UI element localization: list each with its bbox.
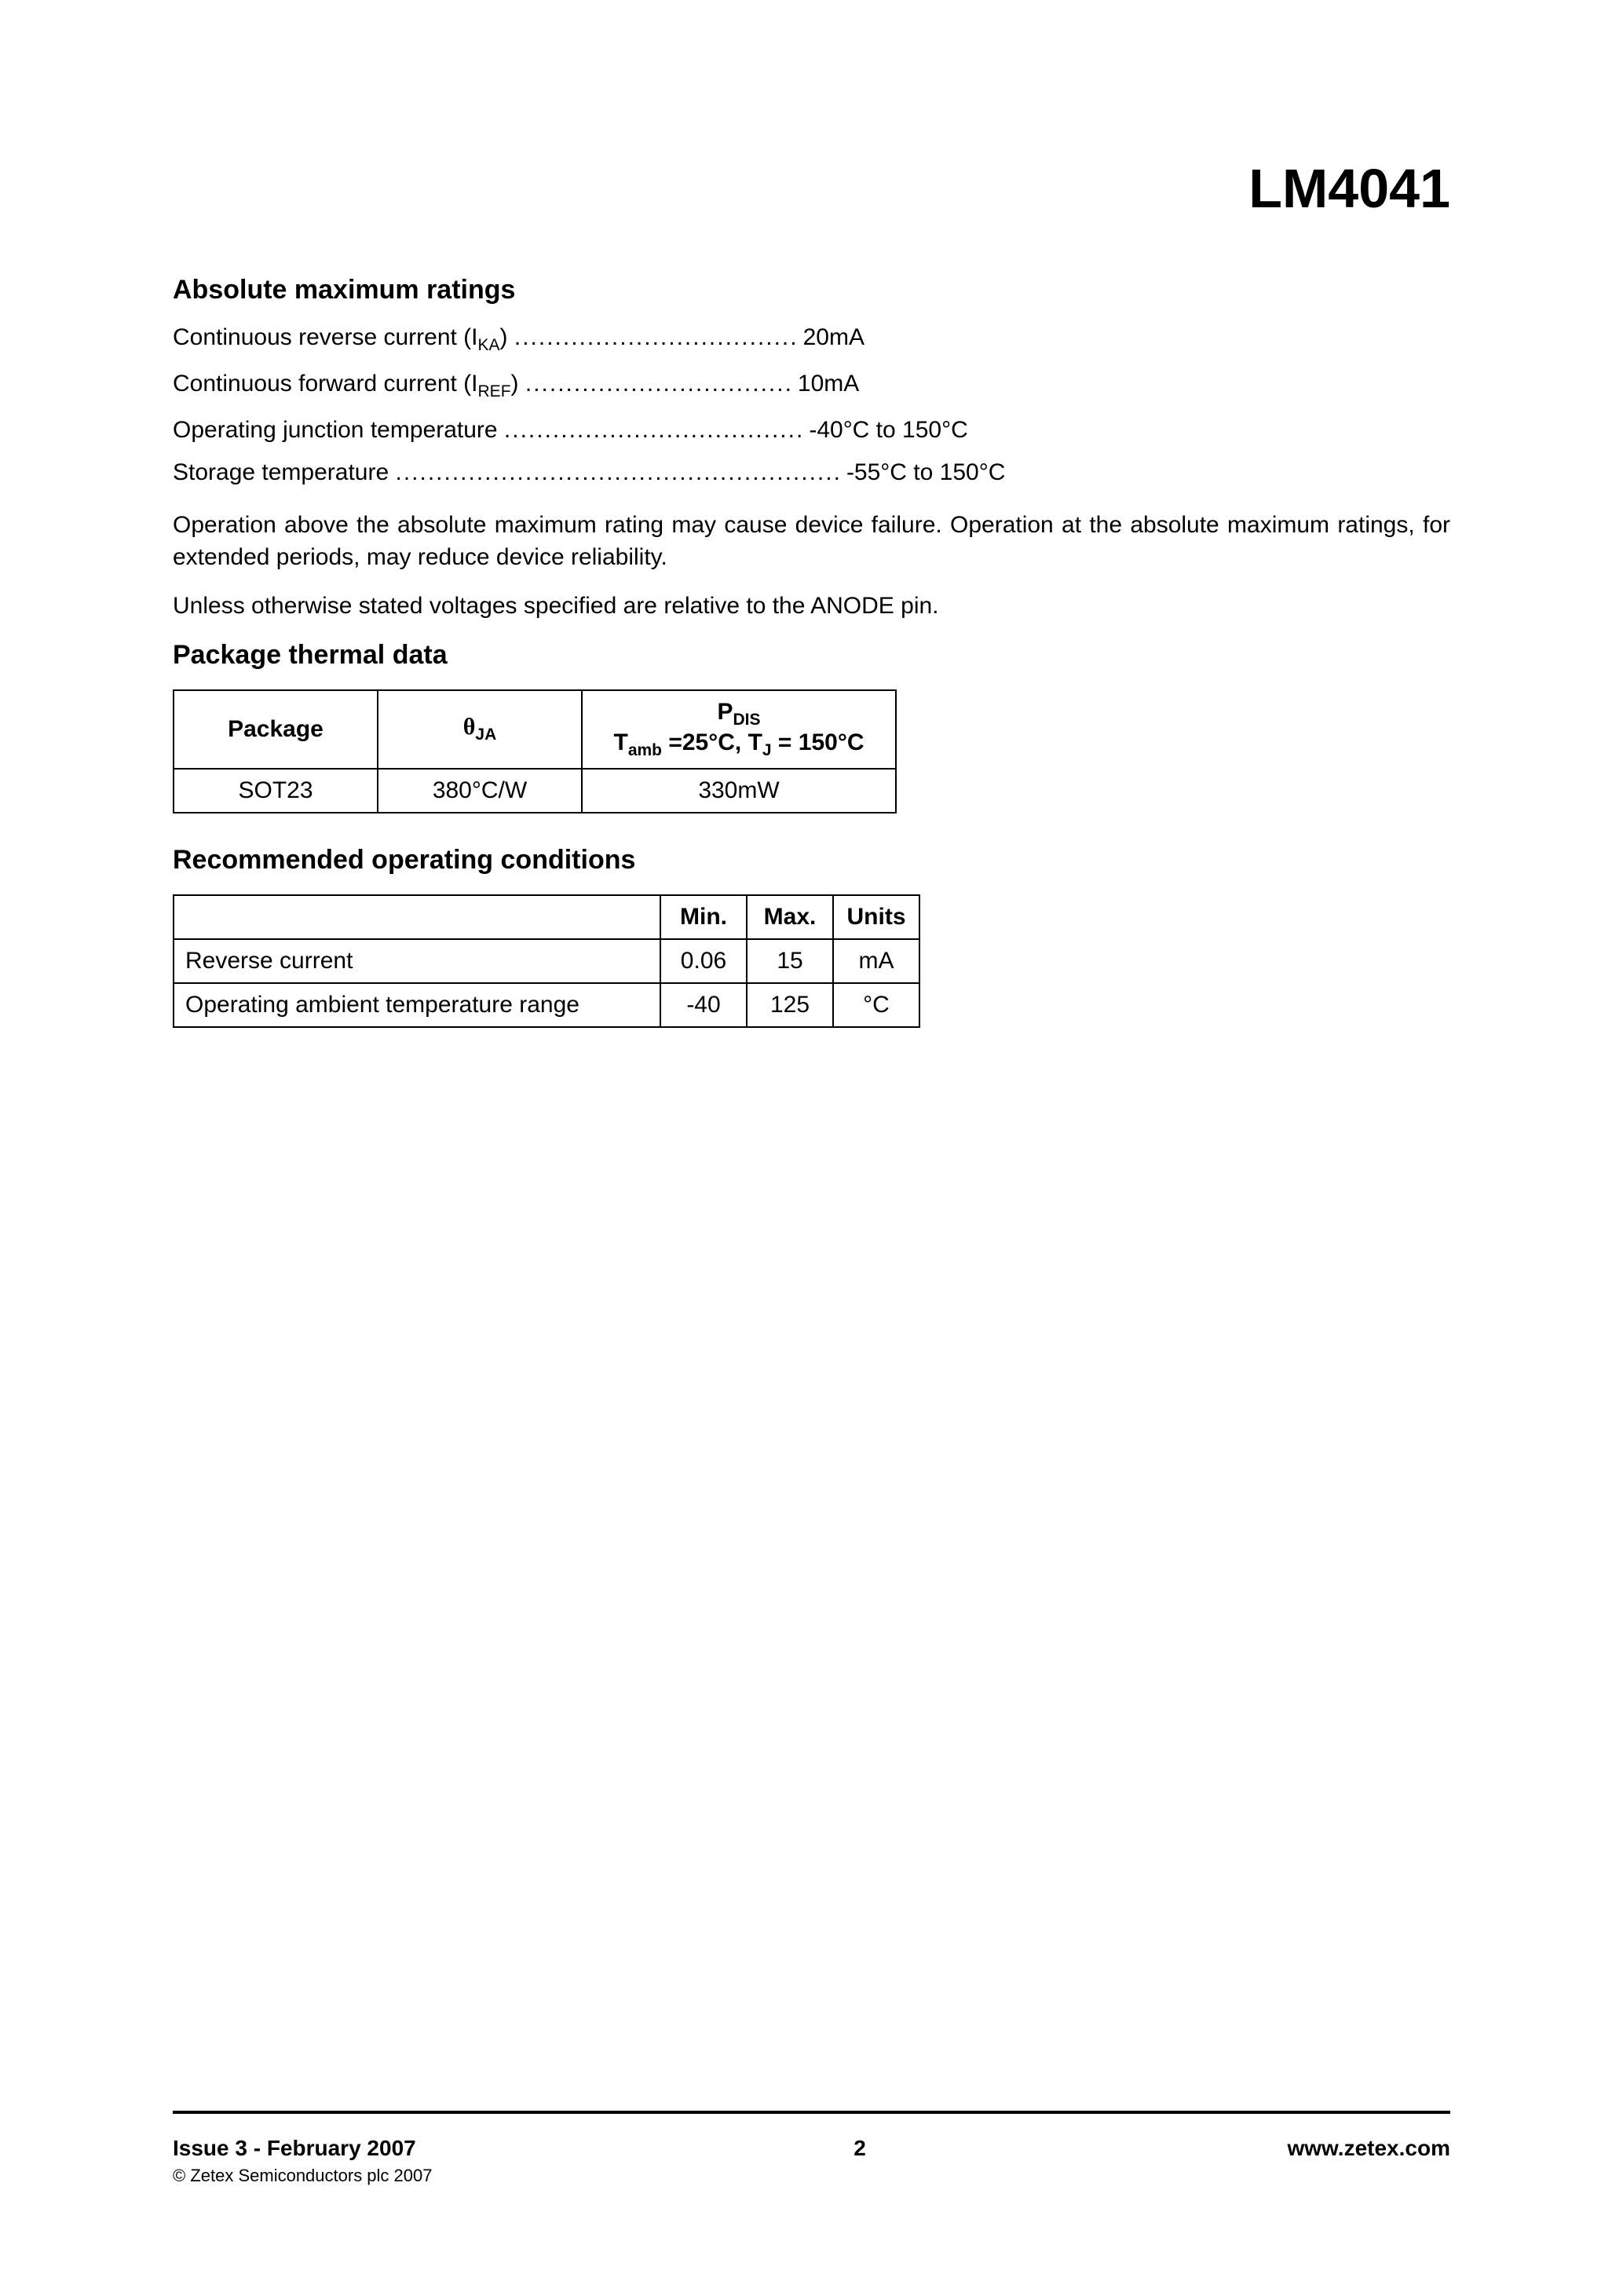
pdis-sub: DIS	[733, 711, 761, 729]
thermal-header-package: Package	[174, 690, 378, 769]
rating-value: 10mA	[793, 371, 859, 397]
cond-row: Operating ambient temperature range -40 …	[174, 983, 919, 1027]
thermal-header-theta: θJA	[378, 690, 582, 769]
rating-label-pre: Operating junction temperature	[173, 417, 498, 443]
rating-dots: ...................................	[514, 324, 799, 351]
rating-dots: .....................................	[504, 417, 804, 444]
cond-units: °C	[833, 983, 919, 1027]
abs-max-ratings: Continuous reverse current (IKA) .......…	[173, 324, 1450, 486]
cond-header-units: Units	[833, 895, 919, 939]
rating-row: Continuous forward current (IREF) ......…	[173, 371, 1450, 401]
abs-max-note-2: Unless otherwise stated voltages specifi…	[173, 590, 1450, 623]
rating-label: Operating junction temperature	[173, 417, 498, 444]
rating-space	[519, 371, 525, 397]
cond-row: Reverse current 0.06 15 mA	[174, 939, 919, 983]
rating-value: 20mA	[799, 324, 865, 351]
rating-row: Storage temperature ....................…	[173, 459, 1450, 486]
footer-rule	[173, 2111, 1450, 2114]
cond-param: Operating ambient temperature range	[174, 983, 660, 1027]
rating-space	[508, 324, 514, 351]
rating-label: Continuous reverse current (IKA)	[173, 324, 508, 355]
thermal-heading: Package thermal data	[173, 640, 1450, 671]
thermal-package: SOT23	[174, 769, 378, 813]
pdis-cond-post: = 150°C	[772, 729, 865, 755]
pdis-cond-sub2: J	[762, 741, 772, 759]
pdis-cond-sub1: amb	[628, 741, 662, 759]
footer-issue: Issue 3 - February 2007	[173, 2136, 432, 2161]
rating-label-pre: Storage temperature	[173, 459, 389, 485]
cond-param: Reverse current	[174, 939, 660, 983]
rating-value: -55°C to 150°C	[842, 459, 1005, 486]
page-footer: Issue 3 - February 2007 © Zetex Semicond…	[173, 2111, 1450, 2186]
rating-label-post: )	[511, 371, 519, 397]
rating-dots: ........................................…	[396, 459, 842, 486]
cond-header-param	[174, 895, 660, 939]
footer-page-number: 2	[854, 2136, 866, 2161]
thermal-theta: 380°C/W	[378, 769, 582, 813]
rating-label-pre: Continuous reverse current (I	[173, 324, 478, 350]
rating-label-post: )	[500, 324, 508, 350]
thermal-row: SOT23 380°C/W 330mW	[174, 769, 896, 813]
cond-header-max: Max.	[747, 895, 833, 939]
rating-label-sub: REF	[478, 382, 511, 400]
footer-copyright: © Zetex Semiconductors plc 2007	[173, 2166, 432, 2186]
cond-units: mA	[833, 939, 919, 983]
cond-max: 125	[747, 983, 833, 1027]
rating-label: Storage temperature	[173, 459, 389, 486]
thermal-table: Package θJA PDIS Tamb =25°C, TJ = 150°C …	[173, 689, 897, 813]
part-number: LM4041	[1248, 157, 1450, 220]
cond-max: 15	[747, 939, 833, 983]
conditions-table: Min. Max. Units Reverse current 0.06 15 …	[173, 894, 920, 1028]
thermal-header-pdis: PDIS Tamb =25°C, TJ = 150°C	[582, 690, 896, 769]
pdis-cond-mid: =25°C, T	[662, 729, 762, 755]
rating-row: Operating junction temperature .........…	[173, 417, 1450, 444]
cond-header-min: Min.	[660, 895, 747, 939]
rating-value: -40°C to 150°C	[804, 417, 967, 444]
footer-left: Issue 3 - February 2007 © Zetex Semicond…	[173, 2136, 432, 2186]
rating-dots: .................................	[525, 371, 793, 397]
rating-label: Continuous forward current (IREF)	[173, 371, 519, 401]
theta-symbol: θ	[463, 714, 476, 740]
rating-label-pre: Continuous forward current (I	[173, 371, 478, 397]
theta-sub: JA	[475, 726, 496, 744]
footer-url: www.zetex.com	[1288, 2136, 1450, 2161]
pdis-label: P	[717, 699, 733, 725]
rating-label-sub: KA	[478, 336, 500, 354]
cond-min: -40	[660, 983, 747, 1027]
cond-min: 0.06	[660, 939, 747, 983]
pdis-cond-pre: T	[614, 729, 628, 755]
thermal-pdis: 330mW	[582, 769, 896, 813]
abs-max-note-1: Operation above the absolute maximum rat…	[173, 510, 1450, 573]
rating-space	[389, 459, 395, 486]
rating-row: Continuous reverse current (IKA) .......…	[173, 324, 1450, 355]
abs-max-heading: Absolute maximum ratings	[173, 275, 1450, 305]
conditions-heading: Recommended operating conditions	[173, 845, 1450, 876]
rating-space	[498, 417, 504, 444]
